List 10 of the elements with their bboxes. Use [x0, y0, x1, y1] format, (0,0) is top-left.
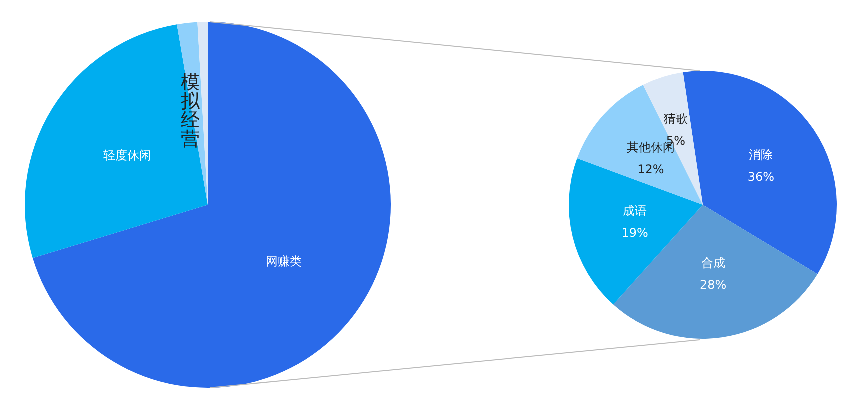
data-label: 36% [748, 170, 775, 184]
slice-label: 合成 [701, 256, 726, 270]
slice-label: 轻度休闲 [104, 148, 152, 162]
slice-label: 网赚类 [266, 254, 302, 268]
slice-label: 消除 [749, 148, 774, 162]
slice-label: 成语 [623, 204, 648, 218]
slice-label: 猜歌 [664, 112, 688, 126]
data-label: 28% [700, 278, 727, 292]
data-label: 19% [622, 226, 648, 240]
data-label: 12% [638, 162, 664, 176]
